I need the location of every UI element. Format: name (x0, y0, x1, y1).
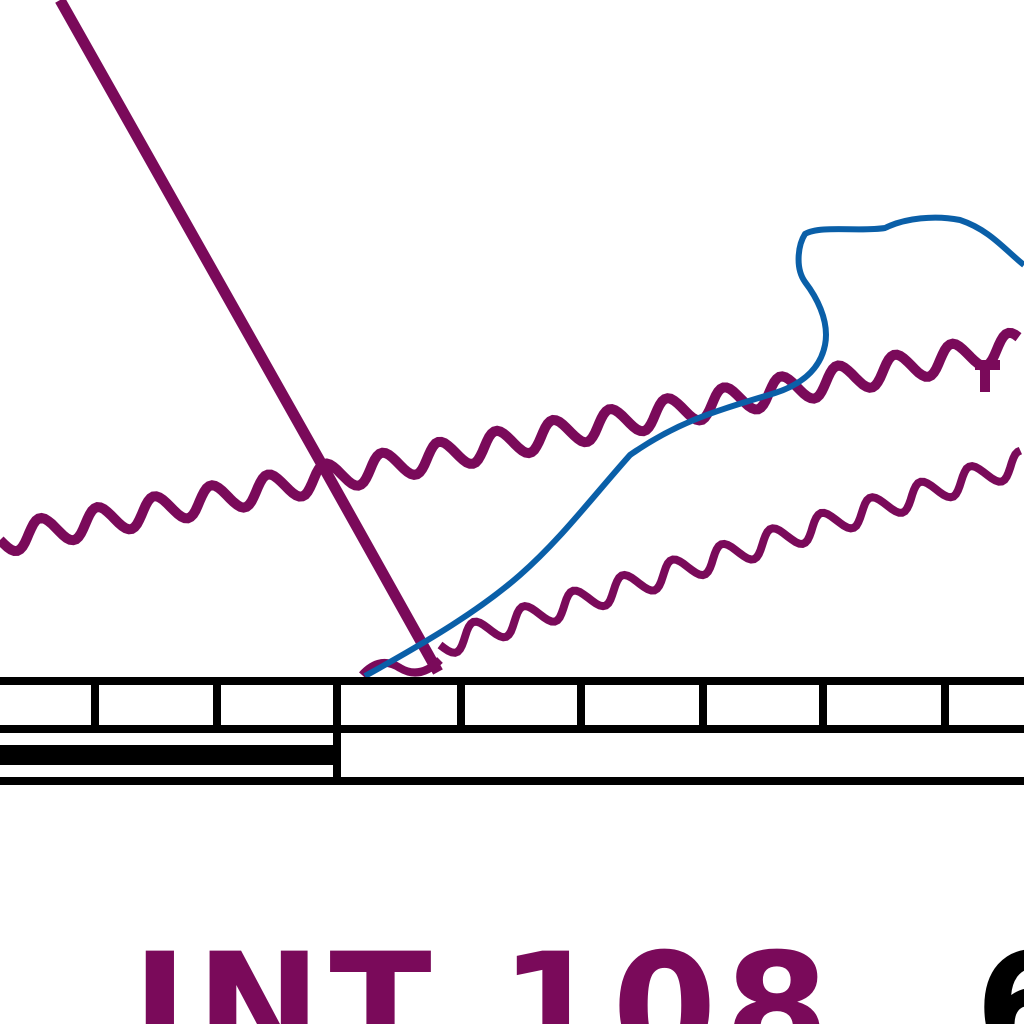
straight-route-line (55, 0, 443, 675)
lower-wavy-line (437, 446, 1023, 657)
corner-glyph-label: 6 (975, 922, 1024, 1024)
upper-wavy-line (0, 327, 1022, 557)
wave-end-mark (975, 360, 1000, 392)
chart-id-label: INT 108 (132, 922, 837, 1024)
scale-bar-icon (0, 677, 1024, 785)
small-squiggle (359, 657, 443, 678)
blue-contour-line (363, 214, 1024, 679)
